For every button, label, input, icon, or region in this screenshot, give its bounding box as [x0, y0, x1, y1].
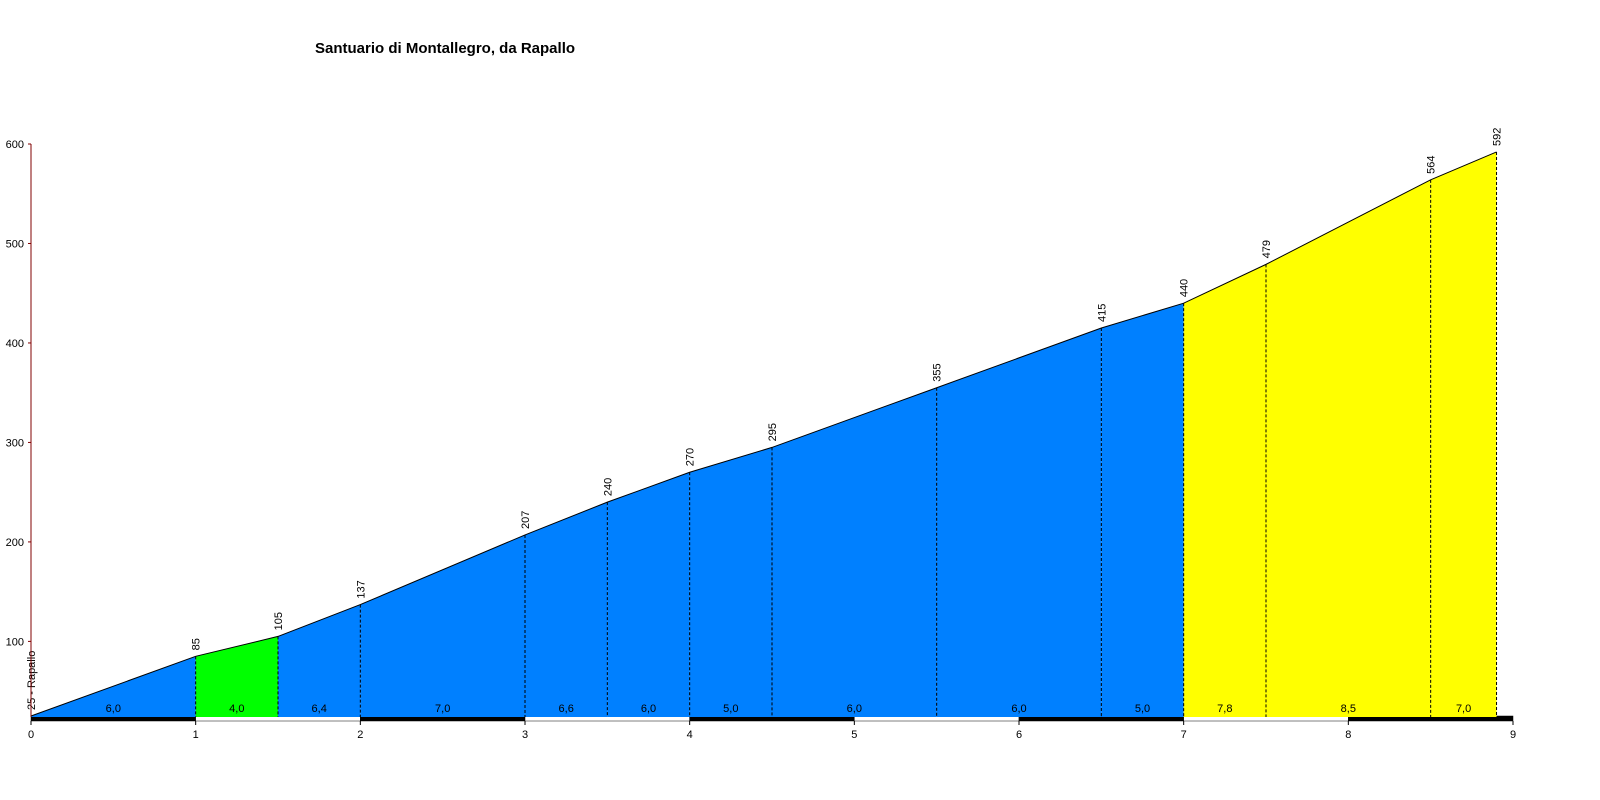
x-tick-label: 0 — [28, 729, 34, 741]
gradient-label: 6,6 — [559, 703, 574, 715]
y-tick-label: 500 — [6, 238, 24, 250]
segment-area — [1266, 179, 1431, 717]
gradient-label: 6,0 — [641, 703, 656, 715]
x-tick-label: 2 — [357, 729, 363, 741]
segment-area — [772, 387, 937, 717]
segment-area — [1183, 264, 1266, 717]
gradient-label: 6,0 — [106, 703, 121, 715]
elevation-label: 355 — [932, 363, 944, 381]
gradient-label: 7,8 — [1217, 703, 1232, 715]
x-tick-label: 7 — [1181, 729, 1187, 741]
elevation-label: 270 — [685, 448, 697, 466]
gradient-label: 5,0 — [1135, 703, 1150, 715]
gradient-label: 6,4 — [312, 703, 327, 715]
elevation-label: 295 — [767, 423, 779, 441]
x-tick-label: 5 — [851, 729, 857, 741]
segment-area — [1101, 303, 1184, 717]
elevation-label: 479 — [1261, 240, 1273, 258]
gradient-label: 5,0 — [723, 703, 738, 715]
gradient-label: 6,0 — [1011, 703, 1026, 715]
elevation-label: 415 — [1096, 304, 1108, 322]
gradient-label: 4,0 — [229, 703, 244, 715]
segment-area — [1430, 151, 1497, 718]
gradient-label: 7,0 — [1456, 703, 1471, 715]
segment-area — [278, 604, 361, 717]
y-tick-label: 100 — [6, 636, 24, 648]
elevation-label: 564 — [1426, 155, 1438, 173]
y-tick-label: 300 — [6, 437, 24, 449]
y-tick-label: 400 — [6, 338, 24, 350]
x-tick-label: 6 — [1016, 729, 1022, 741]
elevation-label: 440 — [1179, 279, 1191, 297]
elevation-label: 240 — [602, 478, 614, 496]
segment-area — [689, 447, 772, 717]
x-tick-label: 4 — [687, 729, 693, 741]
elevation-label: 85 — [191, 638, 203, 650]
elevation-label: 137 — [355, 580, 367, 598]
segment-area — [607, 472, 690, 717]
elevation-label: 207 — [520, 511, 532, 529]
segment-area — [360, 534, 525, 717]
elevation-label: 25 - Rapallo — [26, 651, 38, 710]
x-tick-label: 8 — [1345, 729, 1351, 741]
gradient-label: 8,5 — [1341, 703, 1356, 715]
y-tick-label: 600 — [6, 139, 24, 151]
elevation-label: 105 — [273, 612, 285, 630]
profile-line — [30, 151, 1497, 717]
gradient-label: 6,0 — [847, 703, 862, 715]
segment-area — [936, 328, 1102, 717]
x-tick-label: 1 — [193, 729, 199, 741]
elevation-label: 592 — [1492, 128, 1504, 146]
gradient-label: 7,0 — [435, 703, 450, 715]
x-tick-label: 3 — [522, 729, 528, 741]
segment-area — [195, 636, 278, 717]
y-tick-label: 200 — [6, 537, 24, 549]
x-tick-label: 9 — [1510, 729, 1516, 741]
chart-title: Santuario di Montallegro, da Rapallo — [315, 40, 575, 57]
segment-area — [525, 502, 608, 717]
